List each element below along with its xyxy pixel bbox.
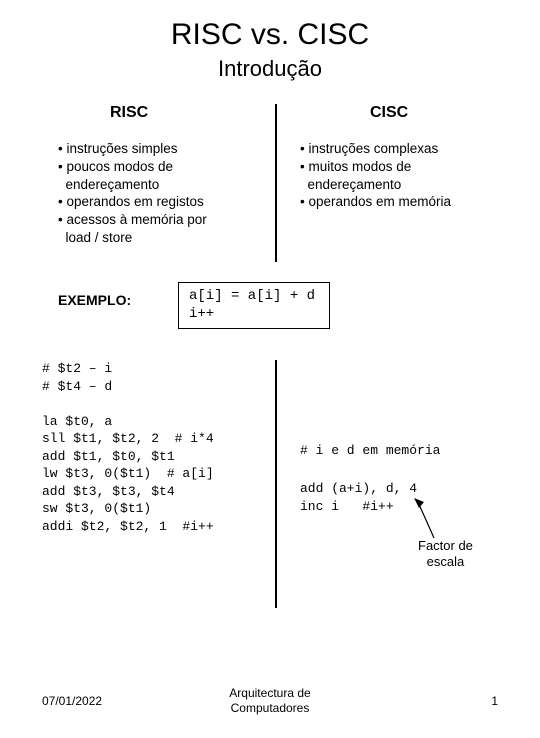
example-label: EXEMPLO: [58, 292, 131, 308]
vertical-separator-top [275, 104, 277, 262]
footer-page-number: 1 [491, 694, 498, 708]
right-bullets: • instruções complexas • muitos modos de… [300, 140, 500, 211]
code-comparison: # $t2 – i # $t4 – d la $t0, a sll $t1, $… [0, 360, 540, 608]
arrow-icon [414, 498, 440, 542]
scale-factor-annotation: Factor de escala [418, 538, 473, 569]
left-heading: RISC [110, 104, 148, 122]
example-row: EXEMPLO: a[i] = a[i] + d i++ [0, 282, 540, 332]
footer: 07/01/2022 Arquitectura de Computadores … [0, 686, 540, 720]
vertical-separator-bottom [275, 360, 277, 608]
right-heading: CISC [370, 104, 408, 122]
page-subtitle: Introdução [0, 56, 540, 82]
comparison-columns: RISC CISC • instruções simples • poucos … [0, 104, 540, 272]
example-code-box: a[i] = a[i] + d i++ [178, 282, 330, 329]
left-bullets: • instruções simples • poucos modos de e… [58, 140, 258, 247]
footer-center: Arquitectura de Computadores [0, 686, 540, 716]
page-title: RISC vs. CISC [0, 18, 540, 52]
cisc-comment: # i e d em memória [300, 442, 440, 460]
cisc-code: add (a+i), d, 4 inc i #i++ [300, 480, 417, 515]
risc-code: # $t2 – i # $t4 – d la $t0, a sll $t1, $… [42, 360, 214, 535]
